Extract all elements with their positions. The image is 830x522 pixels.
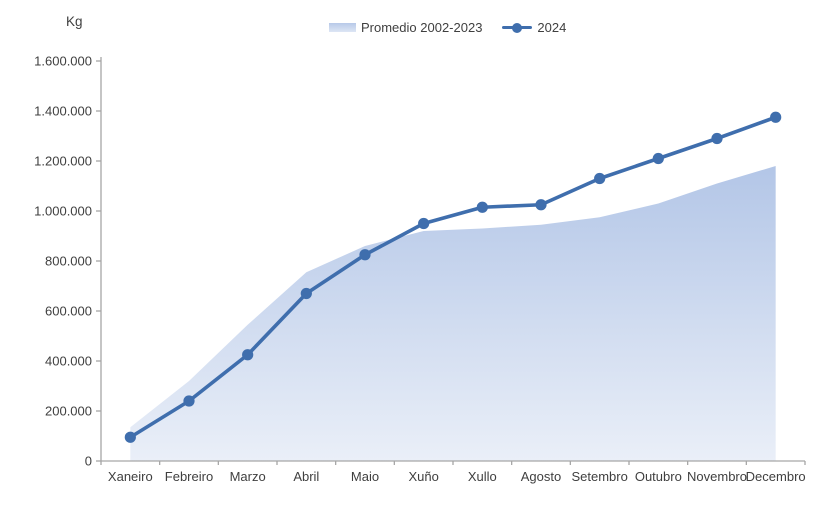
- y-axis-tick-label: 600.000: [45, 304, 92, 319]
- x-axis-category-label: Setembro: [571, 469, 627, 484]
- data-point-marker: [242, 349, 254, 361]
- promedio-area-series: [130, 166, 776, 461]
- y-axis-tick-label: 1.200.000: [34, 154, 92, 169]
- y-axis-unit-label: Kg: [66, 14, 83, 29]
- y-axis-tick-label: 400.000: [45, 354, 92, 369]
- data-point-marker: [711, 132, 723, 145]
- x-axis-category-label: Maio: [351, 469, 379, 484]
- legend-label-promedio: Promedio 2002-2023: [361, 20, 483, 35]
- y-axis-tick-label: 1.600.000: [34, 54, 92, 69]
- x-axis-category-label: Marzo: [230, 469, 266, 484]
- axes: [96, 57, 806, 465]
- data-point-marker: [124, 431, 136, 443]
- legend-label-2024: 2024: [537, 20, 567, 35]
- chart-legend: Promedio 2002-2023 2024: [329, 20, 566, 35]
- data-point-marker: [652, 152, 664, 165]
- x-axis-category-label: Xuño: [408, 469, 438, 484]
- x-axis-category-label: Xaneiro: [108, 469, 153, 484]
- axis-labels: 0 200.000 400.000 600.000 800.000 1.000.000 1.…: [34, 54, 805, 485]
- y-axis-tick-label: 0: [85, 454, 92, 469]
- y-axis-tick-label: 800.000: [45, 254, 92, 269]
- data-point-marker: [476, 201, 488, 213]
- legend-item-2024: 2024: [502, 20, 566, 35]
- promedio-area-shape: [130, 166, 776, 461]
- y-axis-tick-label: 1.400.000: [34, 104, 92, 119]
- data-point-marker: [418, 217, 430, 230]
- x-axis-category-label: Abril: [293, 469, 319, 484]
- line-2024-path: [128, 115, 778, 440]
- data-point-marker: [300, 287, 312, 300]
- data-point-marker: [183, 395, 195, 407]
- data-point-marker: [359, 249, 371, 261]
- data-point-marker: [535, 199, 547, 211]
- area-series-swatch-icon: [329, 23, 356, 32]
- x-axis-category-label: Agosto: [521, 469, 561, 484]
- series-2024-line: [124, 111, 782, 443]
- line-series-marker-icon: [502, 22, 533, 34]
- x-axis-category-label: Febreiro: [165, 469, 213, 484]
- x-axis-category-label: Xullo: [468, 469, 497, 484]
- data-point-marker: [770, 111, 782, 123]
- x-axis-category-label: Novembro: [687, 469, 747, 484]
- x-axis-category-label: Decembro: [746, 469, 806, 484]
- x-axis-category-label: Outubro: [635, 469, 682, 484]
- legend-item-promedio: Promedio 2002-2023: [329, 20, 482, 35]
- y-axis-tick-label: 1.000.000: [34, 204, 92, 219]
- data-point-marker: [594, 172, 606, 185]
- y-axis-tick-label: 200.000: [45, 404, 92, 419]
